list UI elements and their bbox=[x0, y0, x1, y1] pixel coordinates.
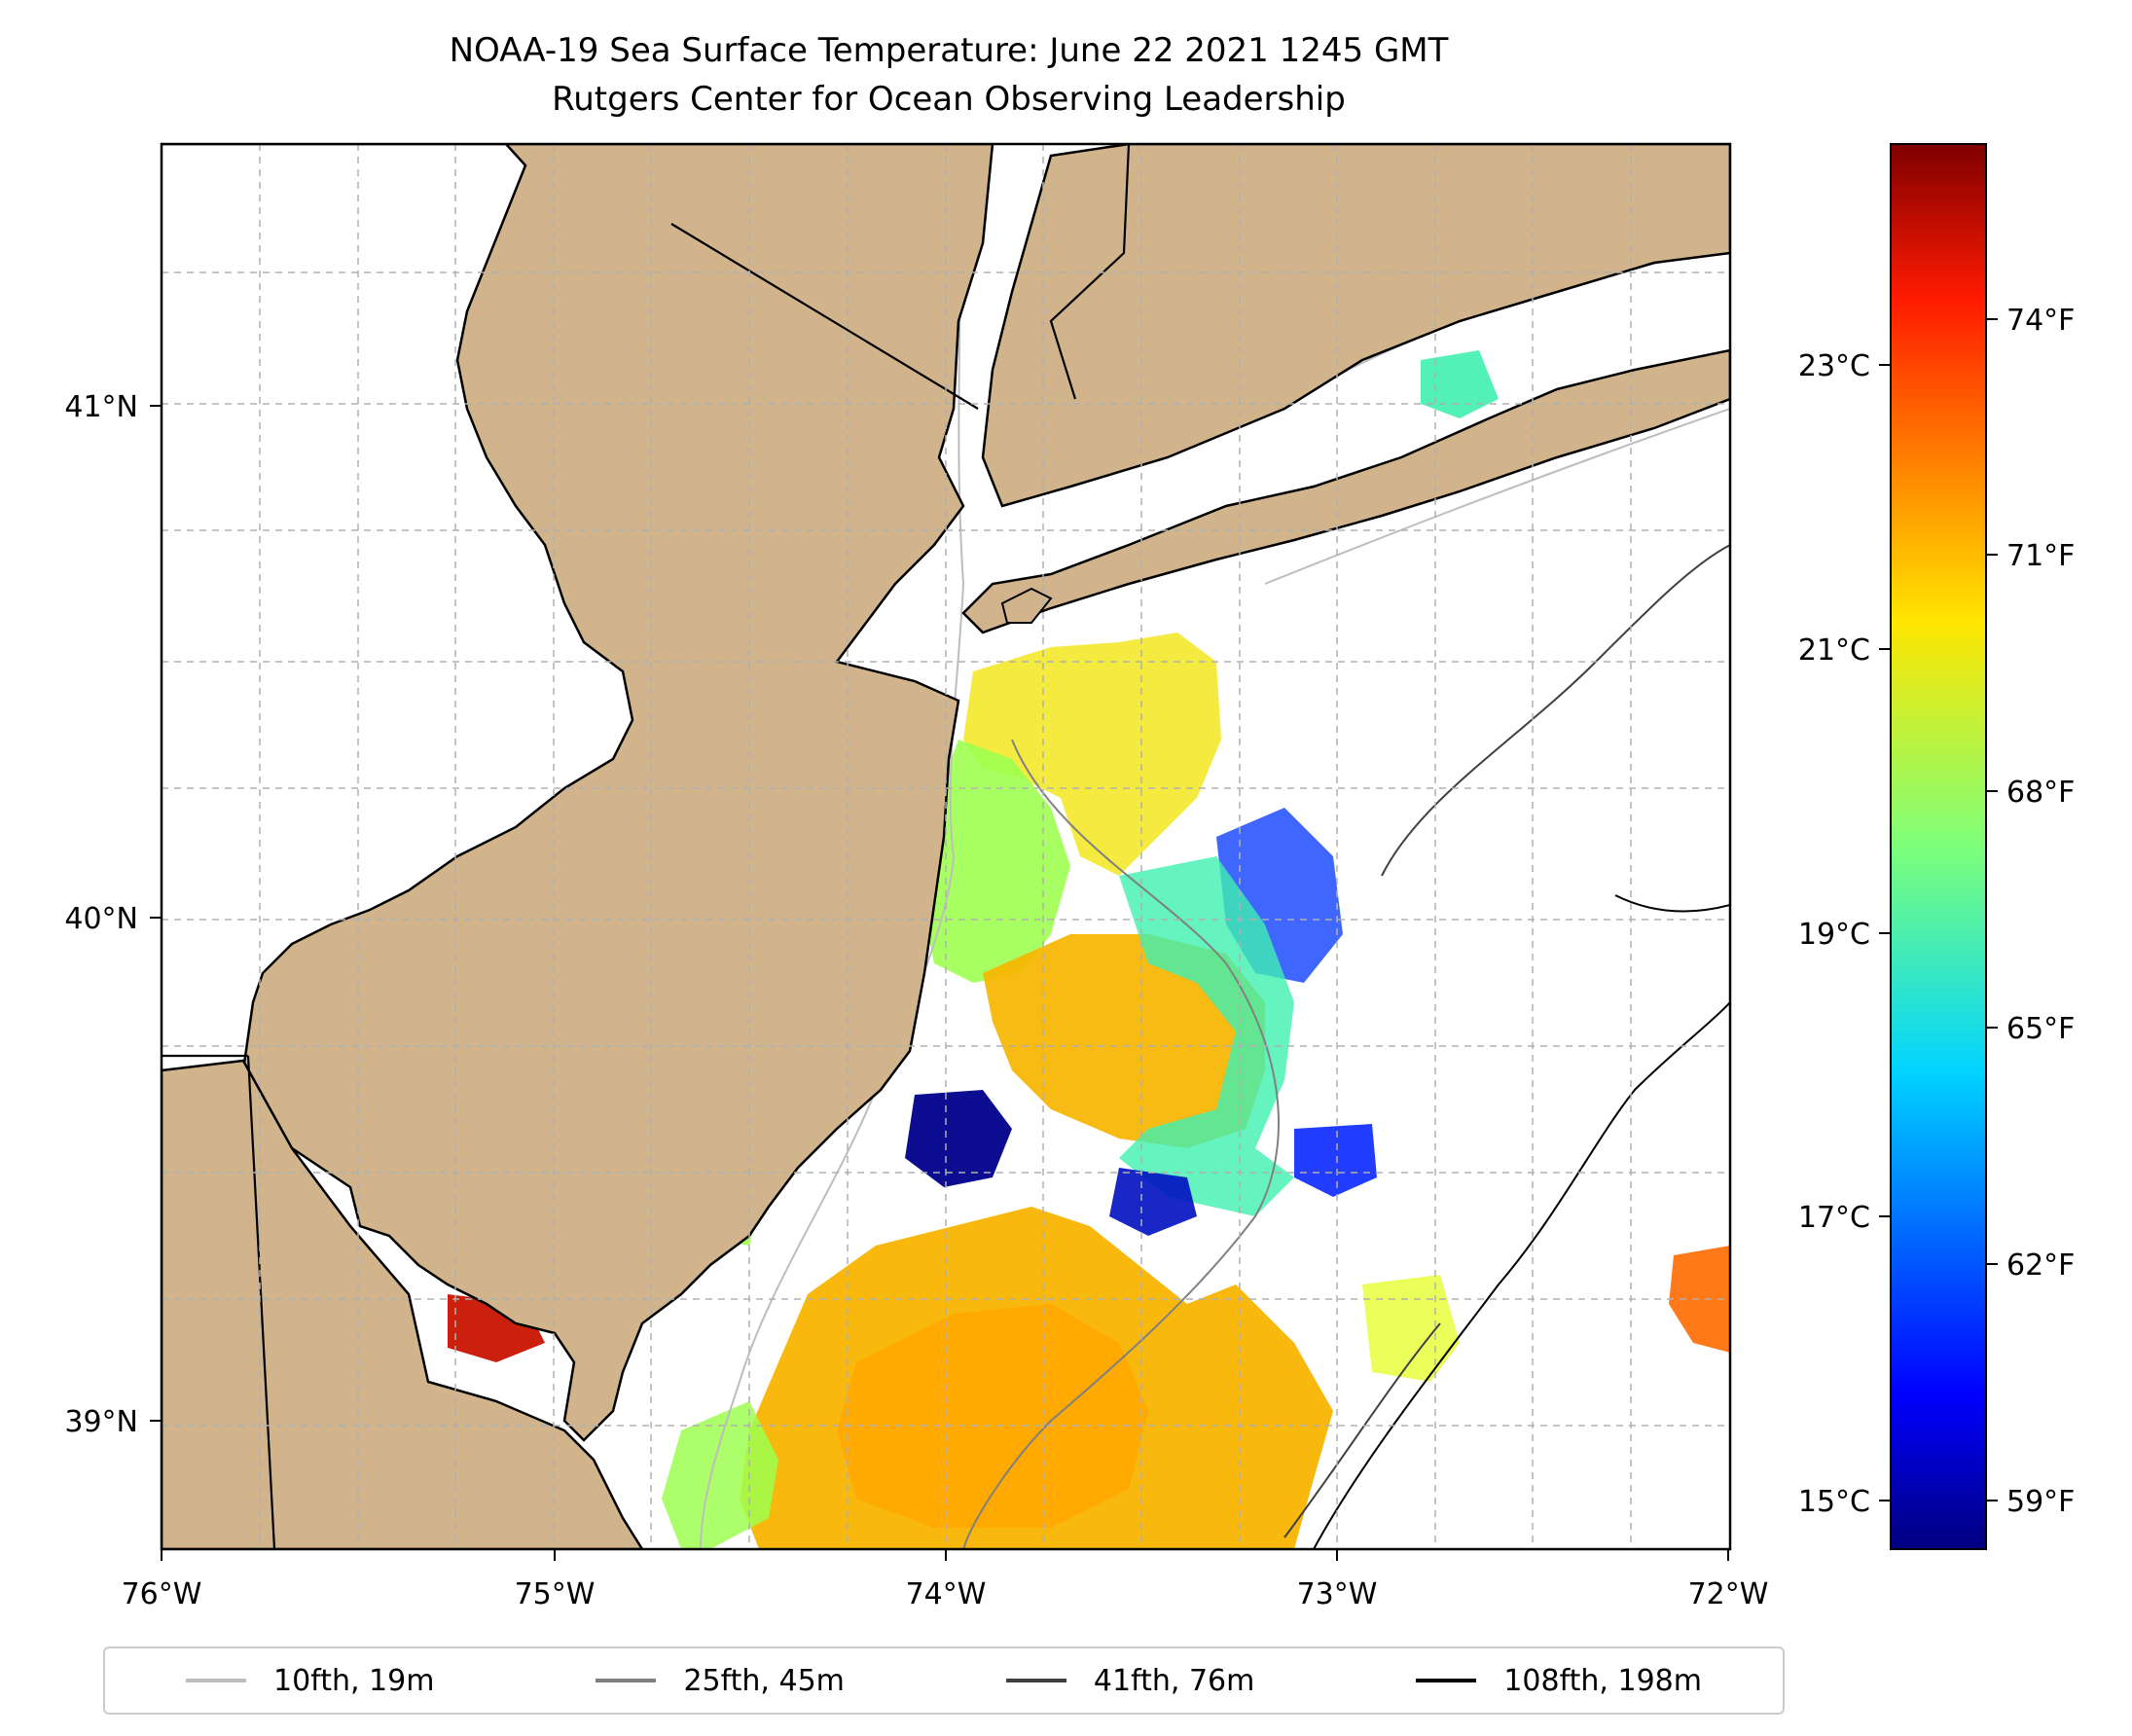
frame-ticks bbox=[150, 405, 1729, 1561]
legend-swatch bbox=[596, 1679, 657, 1682]
state-borders bbox=[162, 144, 1131, 1549]
border-ny-ct bbox=[1049, 144, 1131, 400]
sst-cold-spot bbox=[905, 1090, 1012, 1187]
lat-tick-label: 40°N bbox=[64, 902, 138, 936]
sst-patch-li-sound bbox=[1421, 350, 1499, 418]
land-ny-ct bbox=[981, 144, 1730, 508]
land-long-island bbox=[961, 348, 1730, 634]
legend-swatch bbox=[1416, 1679, 1477, 1682]
sst-patch-nj-coast bbox=[924, 740, 1070, 983]
legend-label: 41fth, 76m bbox=[1093, 1663, 1255, 1698]
border-nj-ny bbox=[670, 223, 979, 410]
sst-patch-mid bbox=[983, 934, 1265, 1148]
map-subtitle: Rutgers Center for Ocean Observing Leade… bbox=[552, 80, 1346, 119]
legend-item-10fth: 10fth, 19m bbox=[185, 1663, 435, 1698]
contour-41fth-south bbox=[1283, 1322, 1441, 1538]
sst-cold-east bbox=[1294, 1124, 1377, 1197]
contour-10fth bbox=[700, 203, 965, 1549]
lat-tick-labels: 41°N 40°N 39°N bbox=[64, 390, 138, 1439]
sst-patch-east-edge bbox=[1669, 1246, 1730, 1353]
legend-label: 108fth, 198m bbox=[1503, 1663, 1702, 1698]
contour-108fth-2 bbox=[1614, 894, 1730, 913]
gridlines bbox=[162, 144, 1730, 1549]
legend-swatch bbox=[185, 1679, 246, 1682]
legend-swatch bbox=[1005, 1679, 1066, 1682]
lat-tick-label: 41°N bbox=[64, 390, 138, 424]
legend-item-108fth: 108fth, 198m bbox=[1416, 1664, 1702, 1698]
lon-tick-label: 74°W bbox=[906, 1577, 987, 1611]
lon-tick-label: 75°W bbox=[515, 1577, 596, 1611]
bathymetry-contours bbox=[700, 203, 1730, 1549]
lon-tick-labels: 76°W 75°W 74°W 73°W 72°W bbox=[122, 1577, 1769, 1611]
contour-41fth bbox=[1381, 544, 1730, 877]
legend-label: 10fth, 19m bbox=[272, 1663, 435, 1698]
sst-cold-spot-2 bbox=[1109, 1168, 1197, 1236]
land-nj-pa bbox=[162, 144, 994, 1442]
legend-item-25fth: 25fth, 45m bbox=[596, 1663, 845, 1698]
land-staten-island bbox=[1000, 587, 1053, 624]
contour-legend: 10fth, 19m 25fth, 45m 41fth, 76m 108fth,… bbox=[103, 1646, 1785, 1715]
contour-108fth bbox=[1313, 1001, 1730, 1549]
sst-patch-east-green bbox=[1119, 856, 1294, 1216]
sst-data bbox=[448, 350, 1730, 1549]
map-title: NOAA-19 Sea Surface Temperature: June 22… bbox=[449, 31, 1449, 70]
land-delmarva bbox=[162, 1059, 644, 1549]
sst-patch-south-inner bbox=[837, 1304, 1148, 1528]
lat-tick-label: 39°N bbox=[64, 1405, 138, 1439]
lon-tick-label: 72°W bbox=[1688, 1577, 1769, 1611]
sst-patch-north bbox=[963, 633, 1221, 876]
contour-10fth-li bbox=[1264, 408, 1730, 585]
lon-tick-label: 76°W bbox=[122, 1577, 202, 1611]
legend-label: 25fth, 45m bbox=[683, 1663, 845, 1698]
lon-tick-label: 73°W bbox=[1297, 1577, 1378, 1611]
border-de-md bbox=[246, 1055, 276, 1549]
contour-25fth bbox=[962, 739, 1280, 1549]
legend-item-41fth: 41fth, 76m bbox=[1005, 1663, 1255, 1698]
